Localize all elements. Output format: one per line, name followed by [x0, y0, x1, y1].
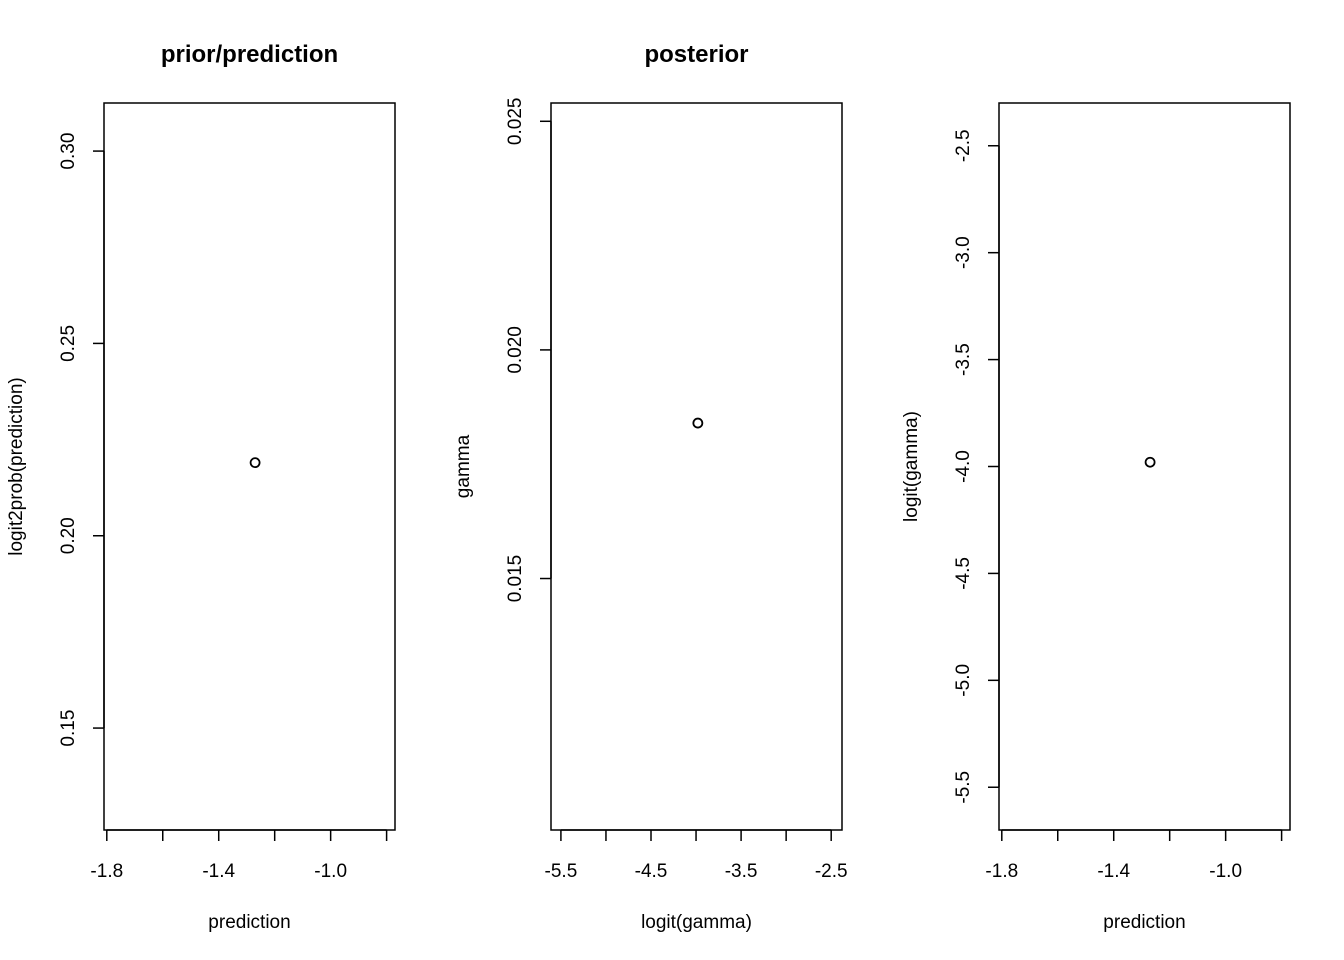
chart-title: posterior	[644, 41, 748, 68]
x-tick-label: -4.5	[635, 861, 668, 882]
y-tick-label: 0.25	[58, 325, 79, 362]
x-tick-label: -1.4	[1097, 861, 1130, 882]
x-tick-label: -1.8	[90, 861, 123, 882]
x-axis-label: prediction	[1103, 912, 1185, 933]
chart-panel-1: prior/prediction -1.8 -1.4 -1.0 0.15 0.20 0.25…	[6, 41, 396, 933]
x-tick-label: -5.5	[545, 861, 578, 882]
y-tick-label: 0.020	[505, 326, 526, 374]
y-tick-label: -5.0	[953, 664, 974, 697]
y-tick-label: -3.0	[953, 236, 974, 269]
y-tick-label: 0.15	[58, 710, 79, 747]
y-tick-label: 0.20	[58, 517, 79, 554]
plot-frame	[550, 102, 843, 831]
plot-frame	[998, 102, 1291, 831]
y-tick-label: -4.5	[953, 557, 974, 590]
y-axis-label: gamma	[453, 434, 474, 498]
x-tick-label: -1.4	[202, 861, 235, 882]
y-tick-label: -3.5	[953, 343, 974, 376]
y-axis-label: logit(gamma)	[901, 411, 922, 522]
y-tick-label: -5.5	[953, 771, 974, 804]
y-tick-label: 0.025	[505, 98, 526, 146]
chart-title: prior/prediction	[161, 41, 338, 68]
y-axis-label: logit2prob(prediction)	[6, 377, 27, 556]
y-tick-label: 0.30	[58, 133, 79, 170]
chart-panel-2: posterior -5.5 -4.5 -3.5 -2.5 0.015 0.020 0.025…	[453, 41, 848, 933]
x-axis-label: logit(gamma)	[641, 912, 752, 933]
y-tick-label: 0.015	[505, 555, 526, 603]
y-tick-label: -4.0	[953, 450, 974, 483]
x-tick-label: -3.5	[725, 861, 758, 882]
x-tick-label: -1.0	[1209, 861, 1242, 882]
x-tick-label: -2.5	[815, 861, 848, 882]
x-tick-label: -1.0	[314, 861, 347, 882]
y-tick-label: -2.5	[953, 129, 974, 162]
data-point	[692, 417, 704, 429]
plot-frame	[103, 102, 396, 831]
x-tick-label: -1.8	[985, 861, 1018, 882]
data-point	[1144, 456, 1156, 468]
data-point	[249, 457, 261, 469]
x-axis-label: prediction	[208, 912, 290, 933]
chart-panel-3: -1.8 -1.4 -1.0 -5.5 -5.0 -4.5 -4.0 -3.5 -3.0 -2.5…	[901, 102, 1291, 933]
